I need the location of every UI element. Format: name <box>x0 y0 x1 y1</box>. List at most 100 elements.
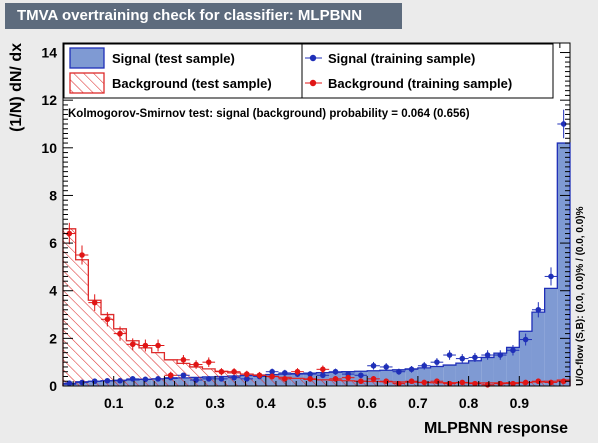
signal-train-point <box>484 352 491 358</box>
signal-train-point <box>548 273 554 280</box>
signal-train-point <box>231 374 237 381</box>
y-tick-label: 4 <box>49 283 57 299</box>
signal-train-point <box>104 377 111 384</box>
signal-test-hist-bar <box>493 353 507 386</box>
background-train-point <box>117 330 123 337</box>
background-train-point <box>180 356 187 363</box>
signal-train-point <box>79 379 85 386</box>
legend-swatch-signal-test <box>69 47 105 69</box>
y-tick-label: 2 <box>49 330 57 346</box>
signal-train-point <box>91 378 98 385</box>
legend-label-signal-test: Signal (test sample) <box>112 51 235 66</box>
background-train-point <box>91 299 98 306</box>
signal-train-point <box>408 366 415 373</box>
signal-train-point <box>522 336 529 343</box>
background-test-hist-bar <box>151 352 165 386</box>
x-tick-label: 0.2 <box>155 395 175 411</box>
x-tick-label: 0.5 <box>307 395 327 411</box>
signal-test-hist-bar <box>417 367 431 386</box>
x-tick-label: 0.6 <box>357 395 377 411</box>
x-tick-label: 0.9 <box>510 395 530 411</box>
background-train-point <box>345 374 351 381</box>
background-test-hist-bar <box>329 380 342 386</box>
signal-train-point <box>117 377 123 384</box>
signal-test-hist-bar <box>519 331 532 386</box>
background-train-point <box>205 359 212 365</box>
signal-train-point <box>243 376 250 382</box>
legend-label-background-train: Background (training sample) <box>328 76 512 91</box>
signal-train-point <box>535 306 542 313</box>
background-test-hist-bar <box>405 382 418 386</box>
background-train <box>63 222 570 388</box>
background-train-point <box>408 378 415 385</box>
signal-train-point <box>307 371 313 377</box>
legend-box-training <box>301 43 554 99</box>
background-train-point <box>358 378 364 385</box>
background-test-hist-bar <box>303 379 317 386</box>
x-tick-label: 0.8 <box>459 395 479 411</box>
background-train-point <box>332 376 339 382</box>
signal-train-point <box>358 372 364 379</box>
signal-test-hist-bar <box>455 363 469 386</box>
background-train-point <box>256 372 263 379</box>
signal-train-point <box>269 368 275 375</box>
legend-label-background-test: Background (test sample) <box>112 76 272 91</box>
background-test-hist-bar <box>139 347 152 386</box>
signal-train-point <box>396 368 402 375</box>
signal-train-point <box>434 359 440 365</box>
ks-annotation: Kolmogorov-Smirnov test: signal (backgro… <box>68 108 470 120</box>
background-test-hist-bar <box>291 378 304 386</box>
signal-train-point <box>180 372 187 379</box>
signal-train-point <box>459 355 466 362</box>
background-train-point <box>370 376 377 382</box>
background-train-point <box>510 380 516 387</box>
background-train-point <box>129 341 136 348</box>
background-train-point <box>472 380 478 387</box>
signal-test-hist-bar <box>506 347 520 386</box>
y-tick-label: 8 <box>49 187 57 203</box>
background-test-hist-bar <box>75 259 89 386</box>
legend-marker-background-train <box>309 79 317 87</box>
y-tick-label: 12 <box>41 92 57 108</box>
background-test-hist-bar <box>113 328 127 386</box>
signal-train-point <box>497 352 504 358</box>
background-test-hist-bar <box>430 382 444 386</box>
background-train-point <box>104 316 111 323</box>
background-test-hist-bar <box>101 314 114 386</box>
signal-train-point <box>282 370 288 376</box>
background-train-point <box>142 342 149 349</box>
background-train-point <box>535 378 542 385</box>
signal-train-point <box>446 352 453 358</box>
signal-train-point <box>205 376 212 382</box>
background-test-hist-bar <box>265 376 279 386</box>
signal-train-point <box>510 347 516 354</box>
signal-train-point <box>193 377 199 383</box>
y-axis-title: (1/N) dN/ dx <box>8 43 25 132</box>
background-train-point <box>459 379 466 386</box>
chart-title: TMVA overtraining check for classifier: … <box>5 3 402 29</box>
signal-train-point <box>383 364 390 370</box>
signal-test-hist-bar <box>557 143 570 386</box>
legend-swatch-background-test <box>69 72 105 94</box>
signal-train-point <box>332 368 339 375</box>
background-train-point <box>421 379 428 386</box>
signal-train-point <box>472 354 478 361</box>
signal-train-point <box>142 376 149 383</box>
x-tick-label: 0.7 <box>408 395 428 411</box>
signal-test-hist-bar <box>531 312 545 386</box>
signal-train-point <box>320 372 326 379</box>
y-tick-label: 6 <box>49 235 57 251</box>
background-test-hist-bar <box>367 381 380 386</box>
background-test-hist-bar <box>253 375 266 386</box>
x-axis-title: MLPBNN response <box>424 420 568 437</box>
background-train-point <box>66 230 73 237</box>
background-train-point <box>79 252 85 258</box>
overflow-note: U/O-flow (S,B): (0.0, 0.0)% / (0.0, 0.0)… <box>575 206 586 386</box>
signal-train-point <box>370 362 377 369</box>
background-train-point <box>231 368 237 375</box>
background-test-hist-bar <box>88 300 102 386</box>
signal-train-point <box>421 362 428 369</box>
background-train-point <box>269 373 275 380</box>
background-train-point <box>522 379 529 386</box>
